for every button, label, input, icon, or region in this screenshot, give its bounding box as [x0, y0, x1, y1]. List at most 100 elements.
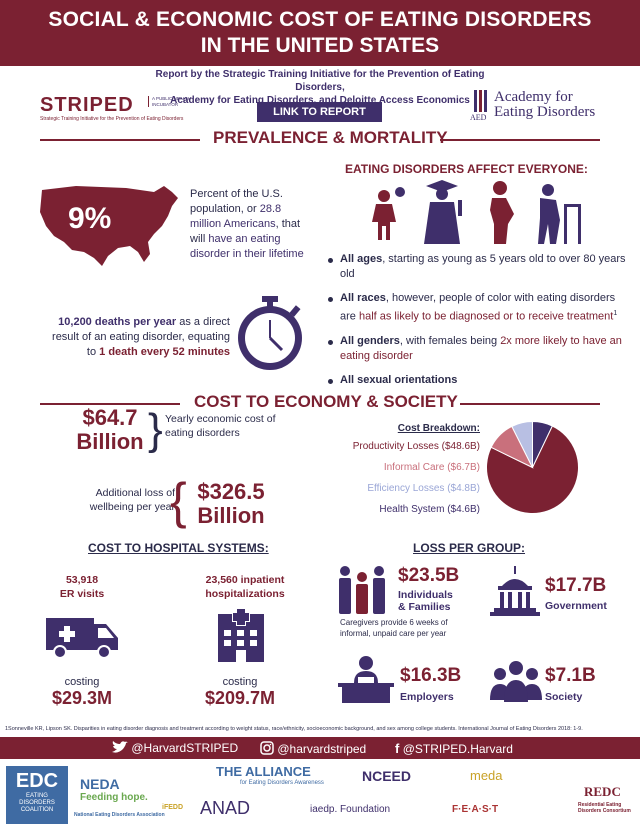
social-media-bar: @HarvardSTRIPED @harvardstriped f @STRIP…: [0, 737, 640, 759]
society-group-icon: [490, 661, 542, 702]
er-cost-value: $29.3M: [51, 688, 113, 708]
government-building-icon: [490, 566, 540, 616]
facebook-link[interactable]: f @STRIPED.Harvard: [395, 741, 513, 756]
cost-breakdown-title: Cost Breakdown:: [397, 423, 480, 434]
facebook-handle: @STRIPED.Harvard: [402, 742, 513, 756]
bullet-genders-text: , with females being: [399, 334, 501, 347]
cost-breakdown-legend: Cost Breakdown: Productivity Losses ($48…: [335, 422, 480, 520]
striped-wordmark: STRIPED: [40, 94, 134, 116]
feast-logo: F·E·A·S·T: [452, 804, 499, 815]
legend-item: Productivity Losses ($48.6B): [352, 441, 480, 452]
wellbeing-loss-value: $326.5 Billion: [186, 480, 276, 528]
bullet-genders-bold: All genders: [340, 334, 400, 347]
legend-item: Health System ($4.6B): [379, 504, 480, 515]
deaths-text-c: 1 death every 52 minutes: [99, 346, 230, 358]
family-icon: [339, 566, 385, 614]
er-visits-label: ER visits: [59, 588, 105, 600]
instagram-icon: [260, 741, 274, 755]
divider: [40, 403, 180, 405]
report-credit-line2: Academy for Eating Disorders, and Deloit…: [170, 95, 470, 106]
striped-logo: STRIPED A PUBLIC HEALTH INCUBATOR Strate…: [40, 94, 200, 124]
yearly-cost-value: $64.7 Billion: [70, 406, 150, 454]
brace-icon: {: [170, 473, 187, 529]
divider: [40, 139, 200, 141]
report-credit: Report by the Strategic Training Initiat…: [130, 68, 510, 107]
inpatient-stat: 23,560 inpatient hospitalizations: [190, 573, 300, 601]
list-item: All sexual orientations: [328, 373, 628, 388]
economy-title: COST TO ECONOMY & SOCIETY: [194, 392, 458, 411]
society-loss-label: Society: [545, 691, 583, 703]
bullet-genders-highlight: 2x more likely to have an eating disorde…: [340, 334, 622, 362]
er-costing-label: costing: [64, 676, 100, 688]
list-item: All races, however, people of color with…: [328, 291, 628, 325]
alliance-logo: THE ALLIANCE: [216, 764, 311, 779]
partner-logos: EDC EATING DISORDERS COALITION NEDA Feed…: [0, 760, 640, 828]
government-loss-value: $17.7B: [545, 575, 607, 596]
groups-title: LOSS PER GROUP:: [413, 541, 526, 555]
everyone-bullet-list: All ages, starting as young as 5 years o…: [328, 252, 628, 397]
cost-breakdown-pie-chart: [486, 420, 579, 514]
er-visits-count: 53,918: [65, 574, 99, 586]
striped-tagline: Strategic Training Initiative for the Pr…: [40, 116, 184, 122]
legend-item: Informal Care ($6.7B): [383, 462, 480, 473]
list-item: All genders, with females being 2x more …: [328, 334, 628, 364]
report-credit-line1: Report by the Strategic Training Initiat…: [155, 69, 485, 93]
wellbeing-loss-text: Additional loss of wellbeing per year: [89, 487, 175, 513]
page-title-line2: IN THE UNITED STATES: [200, 34, 440, 57]
yearly-cost-text: Yearly economic cost of eating disorders: [165, 413, 276, 439]
brace-icon: }: [148, 405, 163, 454]
wellbeing-loss-unit: Billion: [197, 503, 265, 528]
meda-logo: meda: [470, 768, 503, 783]
bullet-races-highlight: half as likely to be diagnosed or to rec…: [358, 310, 614, 323]
facebook-icon: f: [395, 741, 400, 756]
individuals-label-line1: Individuals: [398, 589, 453, 601]
individuals-label-line2: & Families: [398, 601, 451, 613]
inpatient-cost-value: $209.7M: [204, 688, 276, 708]
link-to-report-button[interactable]: LINK TO REPORT: [257, 102, 382, 122]
employers-loss-value: $16.3B: [400, 665, 462, 686]
everyone-title: EATING DISORDERS AFFECT EVERYONE:: [345, 162, 588, 176]
list-item: All ages, starting as young as 5 years o…: [328, 252, 628, 282]
bullet-races-text: , however, people of color with eating d…: [340, 292, 616, 323]
hospital-building-icon: [218, 608, 264, 662]
alliance-tagline: for Eating Disorders Awareness: [240, 780, 324, 786]
employers-loss-label: Employers: [400, 691, 454, 703]
bullet-ages-text: , starting as young as 5 years old to ov…: [340, 253, 626, 280]
people-icons-group: [372, 180, 581, 244]
individuals-loss-label: Individuals & Families: [398, 589, 453, 613]
wellbeing-loss-amount: $326.5: [197, 479, 265, 504]
redc-logo: REDC: [584, 784, 621, 799]
individuals-loss-value: $23.5B: [398, 565, 460, 586]
neda-fullname: National Eating Disorders Association: [74, 812, 165, 818]
ambulance-icon: [46, 618, 118, 658]
striped-badge: A PUBLIC HEALTH INCUBATOR: [148, 96, 200, 107]
prevalence-text-b: 28.8 million Americans: [190, 203, 282, 230]
instagram-link[interactable]: @harvardstriped: [260, 741, 366, 756]
instagram-handle: @harvardstriped: [277, 742, 367, 756]
elderly-person-icon: [538, 184, 581, 244]
government-loss-label: Government: [545, 600, 607, 612]
inpatient-count: 23,560 inpatient: [205, 574, 285, 586]
bullet-orientations-bold: All sexual orientations: [340, 373, 458, 386]
pregnant-woman-icon: [490, 181, 514, 244]
graduate-icon: [424, 180, 462, 244]
us-map-icon: [40, 186, 178, 266]
prevalence-text-a: Percent of the U.S. population, or: [190, 188, 283, 215]
economy-section-header: COST TO ECONOMY & SOCIETY: [0, 392, 640, 414]
deaths-text-b: as a direct result of an eating disorder…: [52, 316, 230, 358]
iaedp-logo: iaedp. Foundation: [310, 804, 391, 815]
aed-logo-text: Academy for Eating Disorders: [494, 90, 595, 120]
society-loss-value: $7.1B: [545, 665, 596, 686]
aed-logo-initials: AED: [470, 113, 487, 122]
twitter-icon: [112, 741, 128, 753]
bullet-ages-bold: All ages: [340, 253, 383, 265]
prevalence-title: PREVALENCE & MORTALITY: [213, 128, 448, 147]
inpatient-costing-label: costing: [222, 676, 258, 688]
page-header: SOCIAL & ECONOMIC COST OF EATING DISORDE…: [0, 0, 640, 66]
neda-logo: NEDA: [80, 776, 120, 792]
aed-logo: AED Academy for Eating Disorders: [470, 88, 600, 124]
page-title-line1: SOCIAL & ECONOMIC COST OF EATING DISORDE…: [48, 8, 592, 31]
caregiver-note: Caregivers provide 6 weeks of informal, …: [340, 618, 448, 638]
twitter-link[interactable]: @HarvardSTRIPED: [112, 741, 238, 755]
hospital-title: COST TO HOSPITAL SYSTEMS:: [88, 541, 269, 555]
